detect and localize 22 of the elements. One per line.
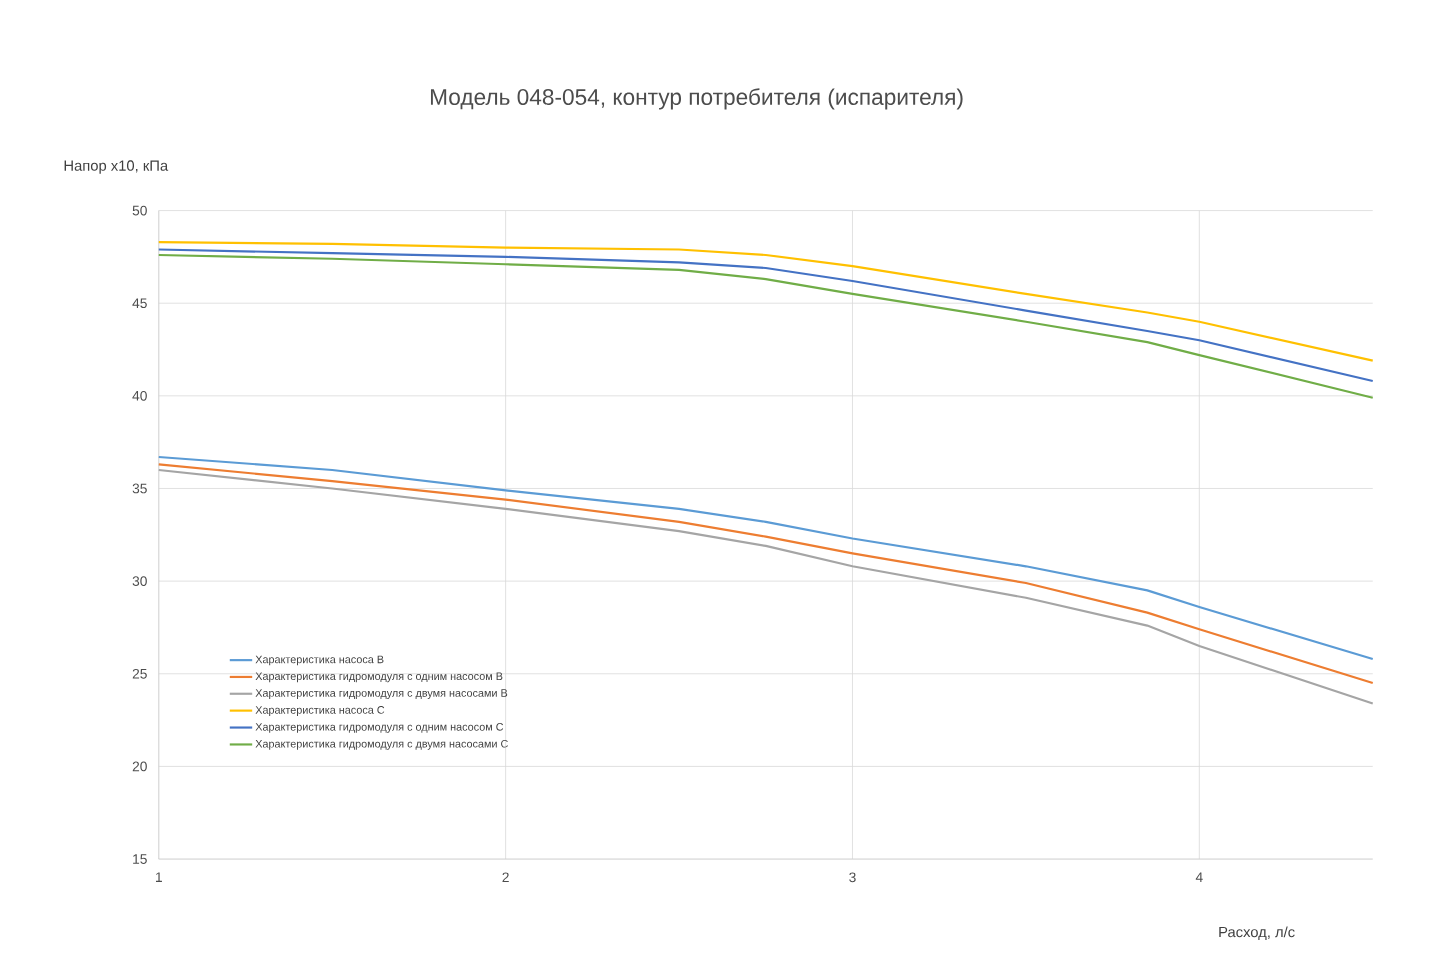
y-tick-label: 40 xyxy=(132,391,147,401)
legend-label: Характеристика гидромодуля с одним насосом B xyxy=(255,672,503,683)
x-tick-label: 1 xyxy=(156,872,162,882)
x-tick-label: 4 xyxy=(1195,872,1203,882)
x-axis-title: Расход, л/с xyxy=(1219,926,1295,941)
y-tick-label: 35 xyxy=(132,483,147,494)
y-tick-label: 30 xyxy=(132,576,147,587)
x-tick-label: 2 xyxy=(502,872,509,883)
legend-label: Характеристика гидромодуля с двумя насосами C xyxy=(255,740,508,750)
y-axis-title: Напор x10, кПа xyxy=(64,160,169,174)
legend-label: Характеристика гидромодуля с одним насосом C xyxy=(255,723,504,733)
y-tick-label: 15 xyxy=(133,854,147,864)
y-tick-label: 50 xyxy=(132,205,147,216)
y-tick-label: 45 xyxy=(132,298,147,309)
legend-label: Характеристика насоса C xyxy=(255,706,385,717)
y-tick-label: 25 xyxy=(132,669,147,679)
legend-label: Характеристика насоса B xyxy=(255,655,384,666)
y-tick-label: 20 xyxy=(132,761,147,772)
line-series xyxy=(157,241,1374,362)
x-tick-label: 3 xyxy=(849,872,856,883)
legend-label: Характеристика гидромодуля с двумя насосами B xyxy=(255,689,508,700)
chart-title: Модель 048-054, контур потребителя (испарителя) xyxy=(430,88,963,110)
